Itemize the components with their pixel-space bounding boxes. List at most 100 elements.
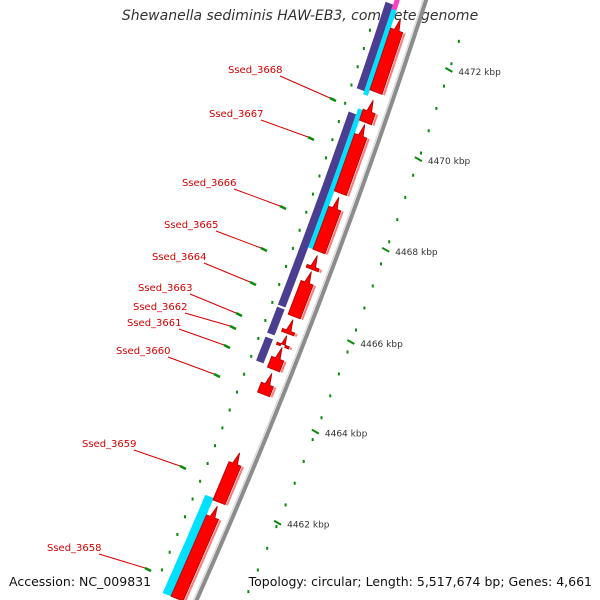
inner-scale-dot	[337, 119, 340, 123]
gene-leader-line	[279, 75, 331, 99]
gene-label: Ssed_3666	[182, 178, 237, 189]
outer-scale-dot	[311, 438, 314, 442]
gene-label-group: Ssed_3666	[182, 178, 287, 211]
kbp-major-tick	[381, 246, 390, 253]
cds-arrow-body	[369, 18, 404, 96]
cds-arrow-highlight	[382, 33, 406, 96]
inner-scale-dot	[221, 426, 224, 430]
gene-label: Ssed_3668	[228, 65, 283, 76]
gene-position-tick	[179, 464, 187, 471]
cds-gene-arrow	[369, 18, 406, 96]
cds-arrow-highlight	[270, 387, 277, 398]
gene-leader-line	[167, 356, 215, 375]
cds-gene-arrow	[312, 196, 344, 255]
inner-scale-dot	[191, 497, 194, 501]
gene-label: Ssed_3667	[209, 109, 264, 120]
kbp-scale-label: 4462 kbp	[287, 521, 330, 531]
outer-scale-dot	[302, 459, 305, 463]
cds-arrow-body	[333, 124, 368, 197]
blast-hit-band-cyan	[162, 494, 214, 597]
outer-scale-dot	[256, 568, 259, 572]
cds-arrow-body	[280, 319, 296, 337]
topology-label: Topology: circular; Length: 5,517,674 bp…	[248, 574, 592, 589]
blast-hit-band-cyan	[363, 8, 397, 96]
inner-scale-dot	[331, 138, 334, 142]
gene-label: Ssed_3660	[116, 346, 171, 357]
inner-scale-dot	[318, 174, 321, 178]
cds-gene-arrow	[275, 335, 293, 351]
inner-scale-dot	[184, 515, 187, 519]
gene-position-tick	[229, 324, 237, 331]
cds-arrow-highlight	[301, 285, 317, 321]
cds-arrow-highlight	[347, 138, 370, 197]
cds-arrow-highlight	[294, 333, 298, 337]
gene-label: Ssed_3663	[138, 283, 193, 294]
gene-label: Ssed_3665	[164, 220, 219, 231]
gene-leader-line	[184, 312, 231, 327]
gene-label-group: Ssed_3667	[209, 109, 315, 142]
cds-arrow-highlight	[325, 211, 344, 255]
gene-label-group: Ssed_3660	[116, 346, 221, 379]
outer-scale-dot	[442, 84, 445, 88]
cds-arrow-body	[212, 452, 242, 506]
inner-scale-dot	[278, 282, 281, 286]
gene-position-tick	[307, 135, 315, 142]
cds-arrow-highlight	[280, 361, 287, 373]
outer-scale-dot	[247, 590, 250, 594]
outer-scale-dot	[346, 350, 349, 354]
outer-scale-dot	[355, 328, 358, 332]
gene-leader-line	[233, 188, 281, 207]
blast-hit-band-cyan	[308, 108, 363, 250]
cds-arrow-highlight	[184, 519, 222, 600]
kbp-major-tick	[273, 519, 282, 526]
outer-scale-dot	[329, 394, 332, 398]
gene-labels: Ssed_3668 Ssed_3667 Ssed_3666 Ssed_3665 Ssed…	[47, 65, 337, 573]
cds-gene-arrow	[170, 505, 222, 600]
cds-arrow-body	[256, 373, 275, 398]
kbp-major-tick	[414, 156, 423, 162]
inner-scale-dot	[199, 479, 202, 483]
blast-hit-band	[256, 336, 273, 364]
outer-scale-dot	[337, 372, 340, 376]
cds-arrow-body	[275, 335, 290, 350]
gene-leader-line	[178, 328, 225, 346]
inner-scale-dot	[271, 300, 274, 304]
outer-scale-dot	[380, 262, 383, 266]
gene-label-group: Ssed_3663	[138, 283, 243, 318]
gene-label-group: Ssed_3668	[228, 65, 337, 103]
gene-label: Ssed_3661	[127, 318, 182, 329]
cds-arrow-highlight	[319, 269, 323, 273]
gene-position-tick	[279, 204, 287, 211]
outer-scale-dot	[371, 284, 374, 288]
blast-hit-band-pink	[391, 0, 400, 11]
cds-gene-arrow	[287, 271, 317, 321]
outer-scale-dot	[412, 173, 415, 177]
cds-gene-arrow	[212, 452, 244, 506]
inner-scale-dot	[324, 156, 327, 160]
cds-arrow-body	[305, 255, 320, 273]
blast-hit-band	[277, 111, 357, 308]
cds-gene-arrow	[280, 319, 298, 337]
inner-scale-dot	[298, 228, 301, 232]
inner-scale-dot	[176, 533, 179, 537]
inner-scale-dot	[250, 354, 253, 358]
outer-scale-dot	[419, 151, 422, 155]
kbp-scale-label: 4466 kbp	[360, 340, 403, 350]
gene-leader-line	[133, 449, 181, 467]
inner-scale-dot	[206, 462, 209, 466]
gene-label: Ssed_3664	[152, 252, 207, 263]
gene-position-tick	[144, 566, 152, 573]
outer-scale-dot	[427, 129, 430, 133]
gene-leader-line	[98, 553, 146, 569]
gene-label: Ssed_3662	[133, 302, 188, 313]
cds-arrow-highlight	[289, 347, 293, 351]
cds-gene-arrow	[305, 255, 323, 273]
cds-arrow-body	[358, 99, 376, 126]
kbp-scale-label: 4470 kbp	[428, 157, 471, 167]
gene-label: Ssed_3658	[47, 543, 102, 554]
cds-gene-arrow	[358, 99, 379, 126]
blast-hit-band	[356, 1, 394, 92]
gene-position-tick	[249, 280, 257, 287]
inner-scale-dot	[368, 28, 371, 32]
